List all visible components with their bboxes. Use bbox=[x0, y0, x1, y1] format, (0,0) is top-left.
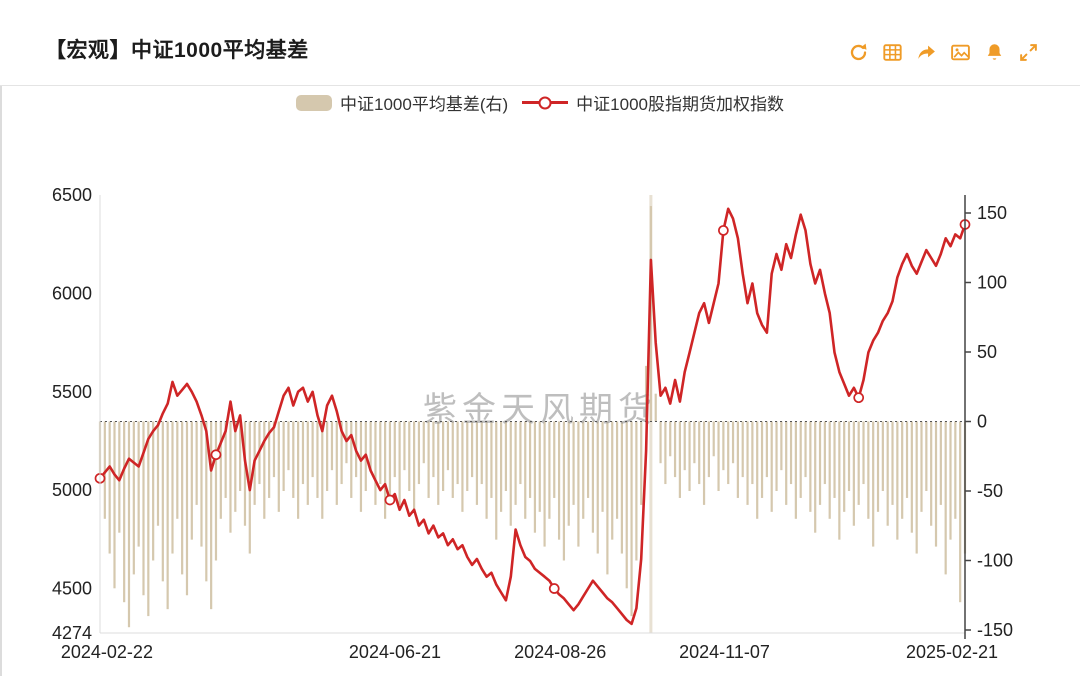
bell-icon[interactable] bbox=[982, 40, 1006, 64]
line-swatch-dot bbox=[538, 96, 552, 109]
image-export-icon[interactable] bbox=[948, 40, 972, 64]
legend-label-basis: 中证1000平均基差(右) bbox=[340, 95, 509, 114]
widget-header: 【宏观】中证1000平均基差 bbox=[0, 0, 1080, 86]
svg-text:-50: -50 bbox=[977, 481, 1003, 501]
svg-text:0: 0 bbox=[977, 412, 987, 432]
svg-text:100: 100 bbox=[977, 273, 1007, 293]
index-line-series bbox=[94, 207, 971, 626]
table-icon[interactable] bbox=[880, 40, 904, 64]
line-swatch bbox=[522, 96, 569, 109]
share-icon[interactable] bbox=[914, 40, 938, 64]
chart-area[interactable]: 紫金天风期货 6500 6000 5500 5000 4500 4274 150 100 50 0… bbox=[0, 116, 1080, 676]
svg-text:5500: 5500 bbox=[52, 382, 92, 402]
refresh-icon[interactable] bbox=[846, 40, 870, 64]
svg-text:2024-02-22: 2024-02-22 bbox=[61, 642, 153, 662]
svg-text:6500: 6500 bbox=[52, 185, 92, 205]
legend-item-index[interactable]: 中证1000股指期货加权指数 bbox=[522, 90, 784, 115]
toolbar bbox=[846, 40, 1040, 64]
svg-text:2024-11-07: 2024-11-07 bbox=[679, 642, 770, 662]
legend-label-index: 中证1000股指期货加权指数 bbox=[576, 95, 784, 114]
svg-text:2024-06-21: 2024-06-21 bbox=[349, 642, 441, 662]
bar-swatch bbox=[296, 94, 333, 111]
svg-text:5000: 5000 bbox=[52, 480, 92, 500]
svg-text:6000: 6000 bbox=[52, 283, 92, 303]
page-title: 【宏观】中证1000平均基差 bbox=[45, 39, 309, 62]
watermark: 紫金天风期货 bbox=[423, 391, 657, 429]
svg-text:4274: 4274 bbox=[52, 623, 92, 643]
svg-text:2024-08-26: 2024-08-26 bbox=[514, 642, 606, 662]
fullscreen-icon[interactable] bbox=[1016, 40, 1040, 64]
window-edge bbox=[0, 0, 2, 676]
legend-item-basis[interactable]: 中证1000平均基差(右) bbox=[296, 90, 508, 115]
svg-text:4500: 4500 bbox=[52, 579, 92, 599]
svg-text:-150: -150 bbox=[977, 620, 1013, 640]
svg-text:50: 50 bbox=[977, 342, 997, 362]
chart-axes: 6500 6000 5500 5000 4500 4274 150 100 50 0 -50 -100… bbox=[52, 185, 1013, 662]
chart-legend: 中证1000平均基差(右) 中证1000股指期货加权指数 bbox=[0, 90, 1080, 115]
svg-text:150: 150 bbox=[977, 203, 1007, 223]
svg-text:2025-02-21: 2025-02-21 bbox=[906, 642, 998, 662]
svg-text:-100: -100 bbox=[977, 551, 1013, 571]
chart-canvas[interactable]: 紫金天风期货 6500 6000 5500 5000 4500 4274 150 100 50 0… bbox=[0, 116, 1080, 676]
